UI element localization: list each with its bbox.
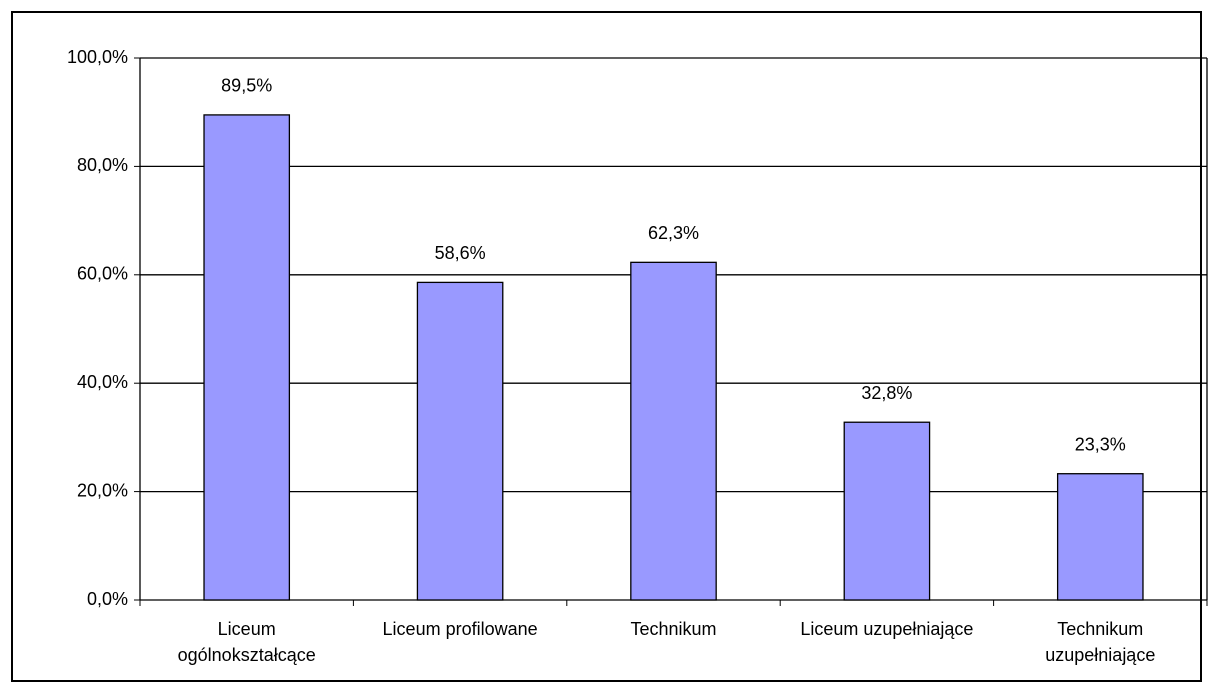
data-label: 32,8% <box>861 383 912 403</box>
y-tick-label: 20,0% <box>77 480 128 500</box>
y-tick-label: 80,0% <box>77 155 128 175</box>
chart-frame <box>11 11 1202 682</box>
y-tick-label: 0,0% <box>87 589 128 609</box>
bar <box>203 114 291 601</box>
x-tick-label: Liceum profilowane <box>382 619 538 639</box>
x-tick-label: Technikum uzupełniające <box>1045 619 1156 665</box>
bar <box>1056 473 1144 601</box>
x-tick-label: Liceum ogólnokształcące <box>177 619 316 665</box>
data-label: 62,3% <box>648 223 699 243</box>
y-tick-label: 40,0% <box>77 372 128 392</box>
x-tick-label: Liceum uzupełniające <box>800 619 974 639</box>
data-label: 23,3% <box>1075 434 1126 454</box>
x-tick-label: Technikum <box>630 619 717 639</box>
y-tick-label: 60,0% <box>77 264 128 284</box>
data-label: 58,6% <box>435 243 486 263</box>
bar <box>843 421 931 601</box>
bar <box>630 261 717 601</box>
data-label: 89,5% <box>221 76 272 96</box>
bar <box>416 281 504 601</box>
y-tick-label: 100,0% <box>67 47 128 67</box>
